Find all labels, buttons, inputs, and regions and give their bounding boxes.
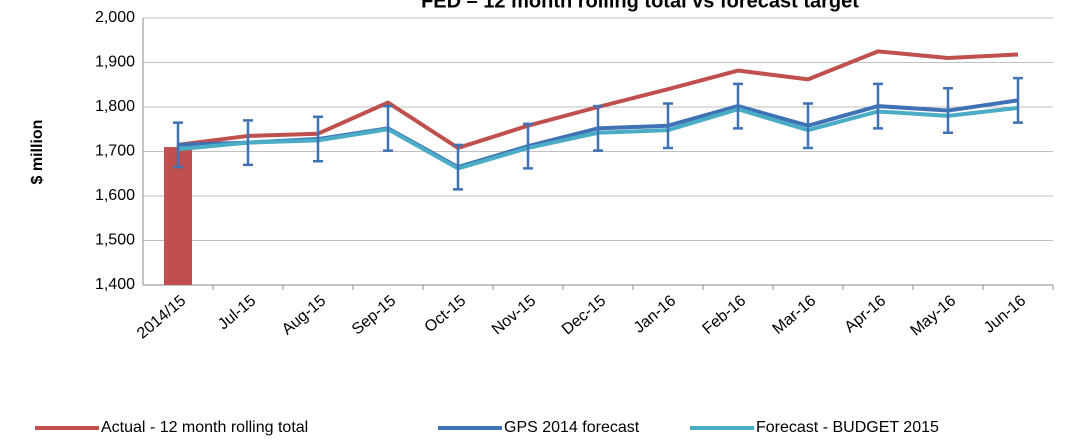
legend-label: GPS 2014 forecast [504,419,640,436]
bar [164,147,192,285]
error-bar [173,121,183,169]
chart-title: FED – 12 month rolling total vs forecast… [421,0,859,12]
error-bar [803,102,813,150]
error-bar [1013,76,1023,124]
x-tick-label: Oct-15 [422,292,470,336]
x-tick-label: Apr-16 [842,292,890,336]
y-tick-label: 1,400 [95,276,135,293]
error-bar [243,119,253,167]
y-tick-label: 1,500 [95,232,135,249]
error-bar [663,102,673,150]
error-bar [313,115,323,163]
y-tick-label: 2,000 [95,9,135,26]
error-bar [453,143,463,191]
y-tick-label: 1,800 [95,98,135,115]
y-tick-label: 1,600 [95,187,135,204]
x-tick-label: Nov-15 [489,292,540,338]
x-tick-label: Jul-15 [215,292,259,333]
legend-label: Forecast - BUDGET 2015 [756,419,939,436]
y-tick-label: 1,900 [95,54,135,71]
error-bar [873,82,883,130]
x-tick-label: May-16 [907,292,959,339]
x-tick-label: 2014/15 [134,292,189,342]
error-bar [593,104,603,152]
x-tick-label: Aug-15 [279,292,330,338]
error-bar [523,122,533,170]
error-bar [943,87,953,135]
error-bar [733,82,743,130]
error-bar [383,104,393,152]
legend-label: Actual - 12 month rolling total [101,419,308,436]
x-tick-label: Sep-15 [349,292,400,338]
x-tick-label: Jun-16 [981,292,1029,337]
y-axis-label: $ million [29,120,46,185]
x-tick-label: Mar-16 [770,292,820,338]
x-tick-label: Dec-15 [559,292,610,338]
y-tick-label: 1,700 [95,143,135,160]
x-tick-label: Jan-16 [631,292,679,337]
x-tick-label: Feb-16 [700,292,750,338]
